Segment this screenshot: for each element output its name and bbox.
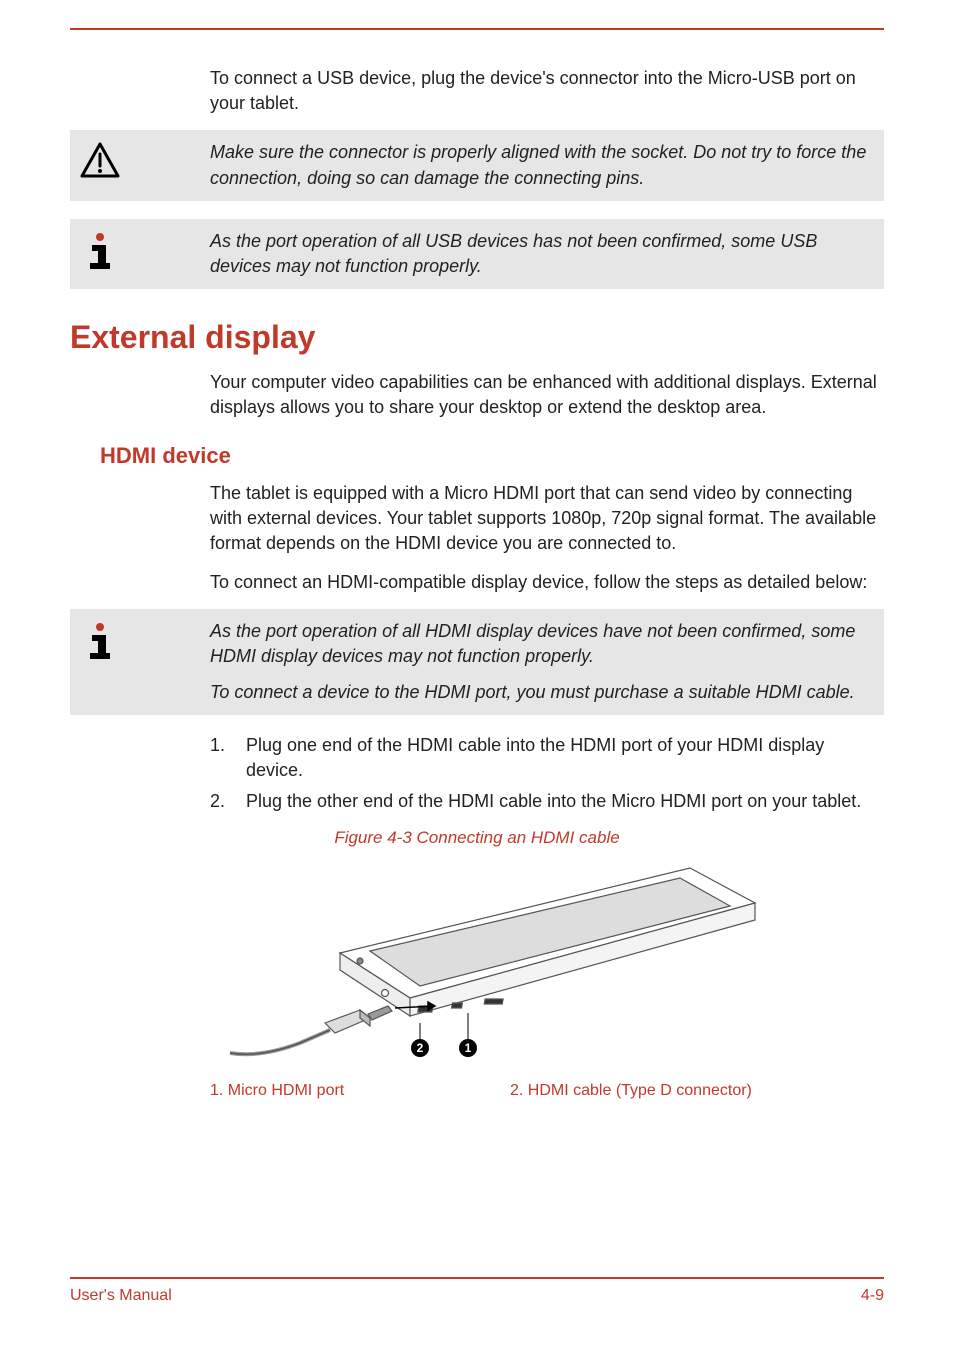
callout-2-number: 2 [417,1041,424,1055]
info-note-2-p2: To connect a device to the HDMI port, yo… [210,680,872,705]
step-1-number: 1. [210,733,246,783]
info-note-2-p1: As the port operation of all HDMI displa… [210,619,872,669]
step-2: 2. Plug the other end of the HDMI cable … [210,789,884,814]
intro-paragraph: To connect a USB device, plug the device… [210,66,884,116]
figure-caption: Figure 4-3 Connecting an HDMI cable [70,828,884,848]
caution-icon [70,140,130,178]
figure-label-2: 2. HDMI cable (Type D connector) [510,1082,884,1100]
step-2-text: Plug the other end of the HDMI cable int… [246,789,861,814]
info-icon [70,229,130,271]
info-note-1-text: As the port operation of all USB devices… [130,229,872,279]
section-heading-external-display: External display [70,319,884,356]
header-rule [70,28,884,30]
figure-label-1: 1. Micro HDMI port [210,1082,510,1100]
callout-1-number: 1 [465,1041,472,1055]
figure-labels-row: 1. Micro HDMI port 2. HDMI cable (Type D… [210,1082,884,1100]
section-intro: Your computer video capabilities can be … [210,370,884,420]
info-note-box-2: As the port operation of all HDMI displa… [70,609,884,715]
info-note-2-text: As the port operation of all HDMI displa… [130,619,872,705]
info-note-box-1: As the port operation of all USB devices… [70,219,884,289]
caution-note-text: Make sure the connector is properly alig… [130,140,872,190]
info-icon [70,619,130,661]
hdmi-paragraph-1: The tablet is equipped with a Micro HDMI… [210,481,884,557]
step-2-number: 2. [210,789,246,814]
step-1: 1. Plug one end of the HDMI cable into t… [210,733,884,783]
subsection-heading-hdmi-device: HDMI device [100,443,884,469]
hdmi-paragraph-2: To connect an HDMI-compatible display de… [210,570,884,595]
footer-left: User's Manual [70,1287,172,1305]
page-footer: User's Manual 4-9 [70,1277,884,1305]
step-1-text: Plug one end of the HDMI cable into the … [246,733,884,783]
footer-right: 4-9 [861,1287,884,1305]
caution-note-box: Make sure the connector is properly alig… [70,130,884,200]
steps-list: 1. Plug one end of the HDMI cable into t… [210,733,884,815]
figure-illustration: 1 2 [210,858,884,1068]
